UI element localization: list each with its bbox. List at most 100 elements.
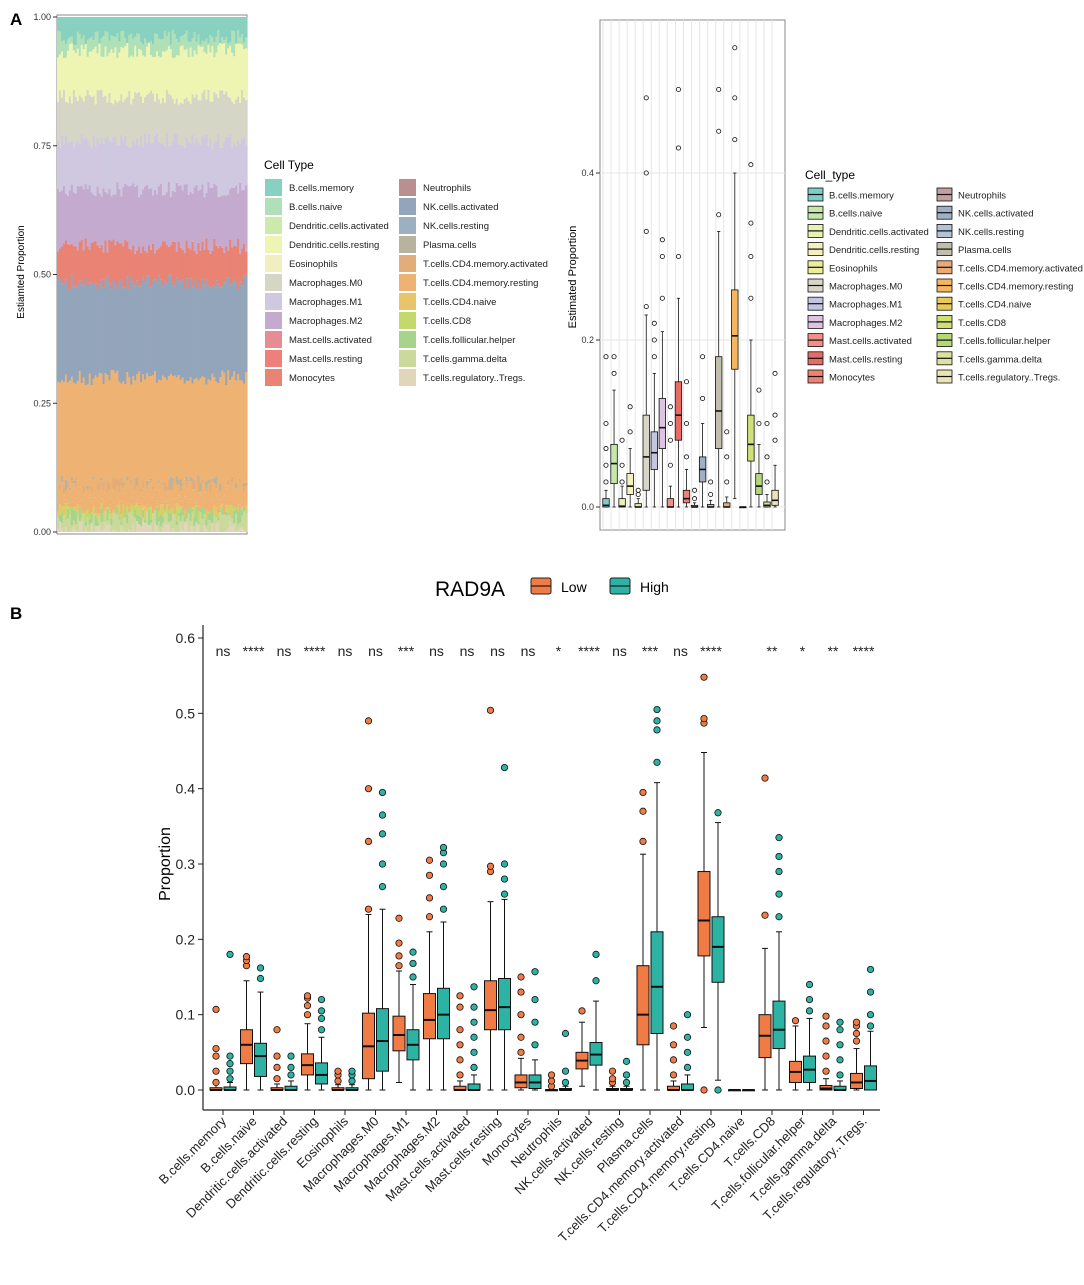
stacked-band — [110, 518, 113, 526]
stacked-band — [126, 503, 129, 506]
stacked-band — [193, 497, 196, 502]
stacked-band — [124, 183, 127, 240]
stacked-band — [130, 146, 133, 186]
stacked-band — [118, 517, 121, 520]
box-outlier — [273, 1063, 281, 1072]
stacked-band — [163, 195, 167, 242]
stacked-band — [197, 493, 200, 503]
stacked-band — [72, 507, 76, 511]
box-outlier — [775, 890, 783, 898]
stacked-band — [90, 96, 94, 148]
stacked-band — [183, 521, 187, 532]
stacked-band — [90, 514, 94, 523]
stacked-band — [74, 142, 78, 194]
stacked-band — [209, 287, 212, 381]
stacked-band — [193, 517, 196, 526]
stacked-band — [189, 476, 192, 482]
stacked-band — [82, 377, 86, 486]
stacked-band — [84, 528, 88, 532]
stacked-band — [132, 481, 135, 493]
rad9a-legend-title: RAD9A — [435, 578, 505, 601]
stacked-band — [201, 479, 204, 485]
stacked-band — [243, 243, 246, 276]
stacked-band — [142, 501, 145, 506]
box-body — [772, 1000, 786, 1050]
box-outlier — [748, 295, 754, 301]
stacked-band — [98, 481, 101, 491]
stacked-band — [132, 376, 135, 482]
stacked-band — [144, 56, 147, 98]
stacked-band — [84, 521, 88, 526]
stacked-band — [148, 506, 151, 508]
stacked-band — [128, 35, 131, 58]
stacked-band — [92, 378, 96, 478]
stacked-band — [177, 504, 181, 510]
stacked-band — [70, 274, 74, 377]
stacked-band — [142, 246, 145, 279]
stacked-band — [62, 503, 66, 507]
stacked-band — [155, 479, 159, 501]
box-outlier — [395, 939, 403, 947]
stacked-band — [167, 499, 171, 502]
box-outlier — [714, 1086, 722, 1094]
stacked-band — [207, 513, 210, 521]
stacked-band — [96, 485, 99, 490]
stacked-band — [221, 17, 224, 38]
stacked-band — [138, 246, 141, 287]
stacked-band — [153, 135, 157, 190]
stacked-band — [181, 279, 185, 378]
stacked-band — [140, 252, 143, 286]
stacked-band — [102, 491, 105, 499]
stacked-band — [207, 479, 210, 484]
box-outlier — [409, 948, 417, 956]
stacked-band — [74, 287, 78, 384]
stacked-band — [229, 98, 232, 134]
stacked-band — [72, 520, 76, 527]
stacked-band — [82, 139, 86, 190]
stacked-band — [169, 508, 173, 510]
stacked-band — [92, 477, 96, 480]
stacked-band — [197, 521, 200, 524]
stacked-band — [167, 478, 171, 492]
stacked-band — [96, 31, 99, 54]
stacked-band — [159, 504, 163, 505]
box-outlier — [756, 387, 762, 393]
box-body — [674, 381, 683, 441]
stacked-band — [221, 514, 224, 532]
boxplot-a-legend-label: Monocytes — [829, 373, 875, 384]
stacked-band — [134, 509, 137, 518]
stacked-band — [179, 501, 183, 507]
stacked-band — [153, 478, 157, 490]
stacked-band — [161, 528, 165, 532]
stacked-legend-label: T.cells.regulatory..Tregs. — [423, 373, 525, 384]
stacked-band — [104, 512, 107, 524]
stacked-band — [72, 480, 76, 484]
stacked-band — [245, 501, 248, 504]
box-body — [254, 1042, 267, 1077]
stacked-band — [157, 99, 161, 142]
box-outlier — [425, 894, 434, 902]
stacked-band — [130, 185, 133, 251]
stacked-band — [225, 504, 228, 506]
rad9a-y-tick-label: 0.1 — [176, 1007, 196, 1023]
stacked-band — [169, 513, 173, 522]
stacked-band — [136, 374, 139, 478]
stacked-band — [213, 92, 216, 143]
stacked-band — [60, 135, 64, 191]
stacked-band — [177, 42, 181, 56]
stacked-band — [140, 489, 143, 492]
stacked-band — [76, 510, 80, 515]
stacked-band — [203, 514, 206, 526]
stacked-band — [163, 509, 167, 512]
stacked-band — [213, 286, 216, 378]
stacked-band — [110, 17, 113, 36]
stacked-band — [122, 518, 125, 531]
stacked-band — [76, 515, 80, 532]
stacked-band — [205, 192, 208, 239]
stacked-band — [187, 381, 191, 479]
stacked-band — [223, 282, 226, 373]
stacked-band — [215, 495, 218, 497]
stacked-band — [130, 488, 133, 497]
box-body — [514, 1074, 528, 1089]
stacked-band — [140, 493, 143, 504]
